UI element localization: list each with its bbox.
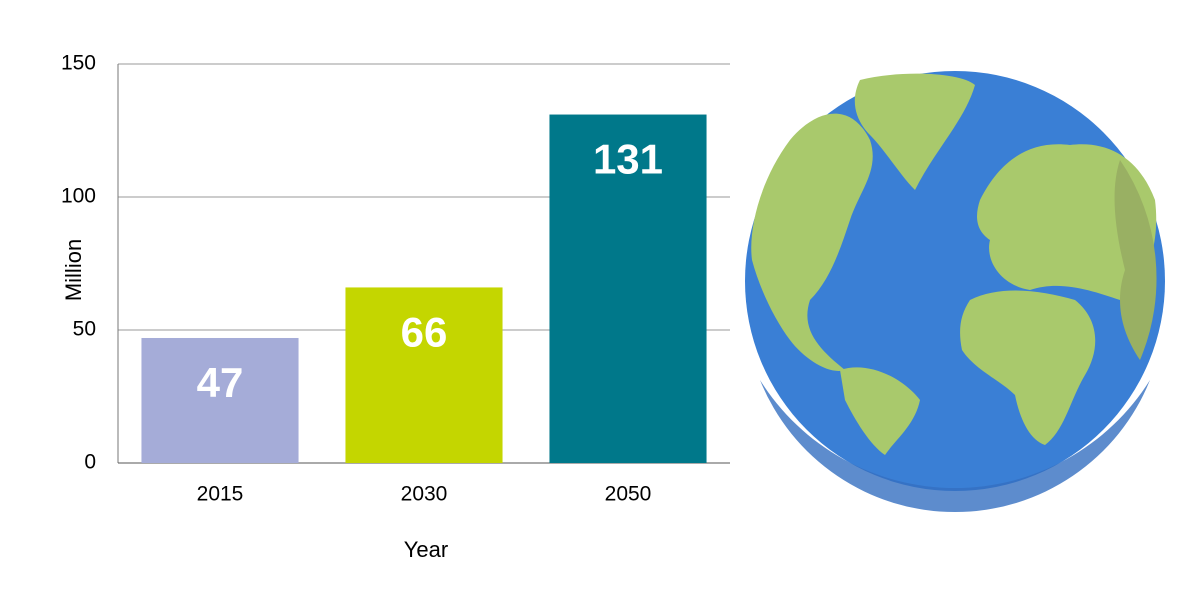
y-tick-label: 0 <box>84 451 96 474</box>
y-tick-label: 100 <box>61 185 96 208</box>
y-tick-label: 150 <box>61 52 96 75</box>
land-africa <box>960 290 1096 445</box>
y-axis-title: Million <box>61 239 86 301</box>
value-label: 131 <box>593 136 663 183</box>
bar <box>345 287 503 463</box>
land-south-america <box>840 367 920 455</box>
value-label: 47 <box>197 359 244 406</box>
bar <box>141 337 299 463</box>
x-tick-label: 2015 <box>197 483 244 506</box>
land-shade <box>1114 160 1157 360</box>
land-europe <box>977 144 1157 300</box>
x-axis-title: Year <box>404 537 448 562</box>
globe-shade <box>760 380 1150 513</box>
bar <box>549 114 707 463</box>
globe-illustration <box>745 71 1165 513</box>
y-tick-label: 50 <box>73 318 96 341</box>
value-label: 66 <box>401 309 448 356</box>
x-tick-label: 2050 <box>605 483 652 506</box>
x-tick-label: 2030 <box>401 483 448 506</box>
land-greenland <box>854 73 975 190</box>
land-north-america <box>751 113 873 371</box>
